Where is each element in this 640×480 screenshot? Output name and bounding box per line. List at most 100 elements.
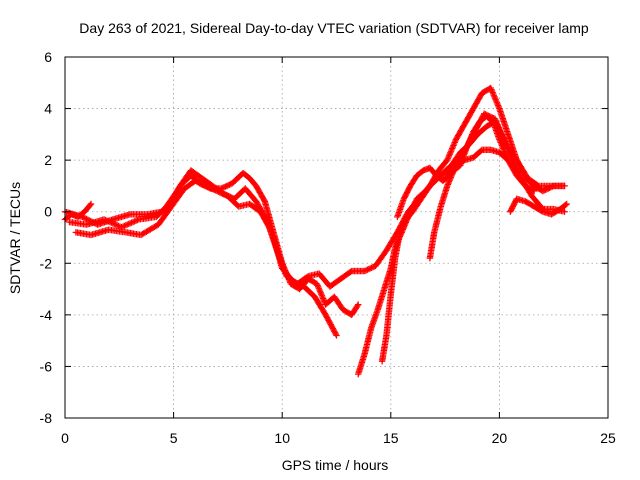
data-point-marker bbox=[529, 187, 537, 194]
grid-layer bbox=[65, 57, 608, 418]
data-point-marker bbox=[504, 155, 511, 162]
data-point-marker bbox=[316, 288, 324, 295]
data-point-marker bbox=[331, 328, 338, 335]
series-arc-2 bbox=[66, 167, 340, 339]
data-point-marker bbox=[86, 201, 94, 209]
data-point-marker bbox=[313, 280, 321, 288]
data-point-marker bbox=[326, 319, 334, 327]
data-point-marker bbox=[514, 158, 521, 165]
data-point-marker bbox=[106, 218, 114, 226]
x-tick-label: 15 bbox=[383, 430, 399, 446]
data-point-marker bbox=[489, 89, 496, 96]
data-point-marker bbox=[514, 159, 522, 167]
data-point-marker bbox=[103, 217, 111, 224]
data-point-marker bbox=[496, 136, 503, 143]
y-tick-label: 4 bbox=[44, 101, 52, 117]
data-point-marker bbox=[323, 314, 331, 321]
data-point-marker bbox=[516, 163, 524, 171]
data-point-marker bbox=[516, 162, 523, 169]
data-point-marker bbox=[260, 196, 268, 204]
data-point-marker bbox=[520, 170, 527, 178]
data-point-marker bbox=[83, 215, 90, 223]
data-point-marker bbox=[447, 148, 455, 155]
data-point-marker bbox=[515, 161, 522, 168]
x-tick-label: 20 bbox=[492, 430, 508, 446]
data-point-marker bbox=[315, 285, 323, 292]
series-arc-8 bbox=[507, 195, 570, 218]
data-point-marker bbox=[132, 217, 140, 224]
data-point-marker bbox=[319, 295, 327, 302]
data-point-marker bbox=[517, 165, 524, 172]
y-tick-label: -4 bbox=[40, 307, 53, 323]
data-point-marker bbox=[445, 153, 452, 161]
data-point-marker bbox=[128, 219, 135, 226]
series-arc-9 bbox=[61, 200, 95, 223]
data-point-marker bbox=[444, 156, 451, 164]
data-point-marker bbox=[105, 218, 112, 225]
data-point-marker bbox=[314, 283, 322, 291]
data-point-marker bbox=[489, 90, 497, 98]
data-point-marker bbox=[303, 273, 311, 281]
data-point-marker bbox=[501, 149, 509, 156]
data-point-marker bbox=[317, 289, 324, 296]
series-arc-3 bbox=[72, 110, 568, 290]
data-point-marker bbox=[494, 100, 501, 108]
data-point-marker bbox=[498, 142, 506, 149]
data-point-marker bbox=[562, 201, 569, 209]
x-tick-label: 25 bbox=[600, 430, 616, 446]
data-point-marker bbox=[445, 152, 453, 159]
data-point-marker bbox=[493, 98, 500, 105]
y-tick-label: 6 bbox=[44, 49, 52, 65]
data-point-marker bbox=[501, 148, 508, 155]
data-point-marker bbox=[497, 139, 504, 146]
data-point-marker bbox=[488, 86, 495, 93]
data-point-marker bbox=[488, 87, 496, 95]
data-point-marker bbox=[502, 151, 509, 158]
y-tick-label: -6 bbox=[40, 358, 53, 374]
data-point-marker bbox=[451, 139, 458, 146]
chart-title: Day 263 of 2021, Sidereal Day-to-day VTE… bbox=[79, 20, 589, 36]
y-tick-label: 0 bbox=[44, 204, 52, 220]
data-point-marker bbox=[329, 325, 337, 332]
y-axis-label: SDTVAR / TECUs bbox=[7, 182, 23, 294]
data-point-marker bbox=[87, 200, 95, 208]
data-point-marker bbox=[513, 156, 520, 164]
data-point-marker bbox=[491, 95, 499, 102]
data-point-marker bbox=[493, 99, 501, 106]
data-point-marker bbox=[494, 102, 502, 109]
data-point-marker bbox=[102, 216, 109, 224]
x-tick-label: 0 bbox=[61, 430, 69, 446]
data-point-marker bbox=[495, 103, 502, 111]
data-point-marker bbox=[331, 329, 339, 336]
data-point-marker bbox=[520, 172, 528, 179]
data-point-marker bbox=[492, 96, 499, 103]
data-point-marker bbox=[518, 168, 526, 175]
data-point-marker bbox=[563, 200, 570, 208]
data-point-marker bbox=[499, 143, 506, 151]
x-tick-label: 10 bbox=[274, 430, 290, 446]
data-point-marker bbox=[314, 282, 321, 289]
data-point-marker bbox=[498, 140, 505, 148]
data-point-marker bbox=[561, 208, 568, 215]
x-tick-label: 5 bbox=[170, 430, 178, 446]
data-point-marker bbox=[319, 293, 326, 301]
data-point-marker bbox=[323, 313, 330, 320]
y-tick-label: -8 bbox=[40, 410, 53, 426]
data-point-marker bbox=[121, 222, 128, 230]
data-point-marker bbox=[330, 326, 337, 334]
data-point-marker bbox=[322, 311, 329, 319]
data-point-marker bbox=[320, 296, 327, 304]
data-point-marker bbox=[81, 215, 89, 222]
plot-frame bbox=[64, 56, 609, 419]
data-point-marker bbox=[328, 324, 336, 331]
series-arc-5 bbox=[378, 84, 568, 365]
data-point-marker bbox=[444, 155, 452, 162]
data-point-marker bbox=[499, 145, 507, 152]
data-point-marker bbox=[519, 169, 526, 176]
data-point-marker bbox=[333, 332, 340, 339]
data-point-marker bbox=[503, 152, 510, 159]
data-point-marker bbox=[325, 317, 332, 324]
data-point-marker bbox=[487, 84, 494, 92]
data-point-marker bbox=[124, 221, 131, 228]
data-point-marker bbox=[452, 137, 459, 145]
